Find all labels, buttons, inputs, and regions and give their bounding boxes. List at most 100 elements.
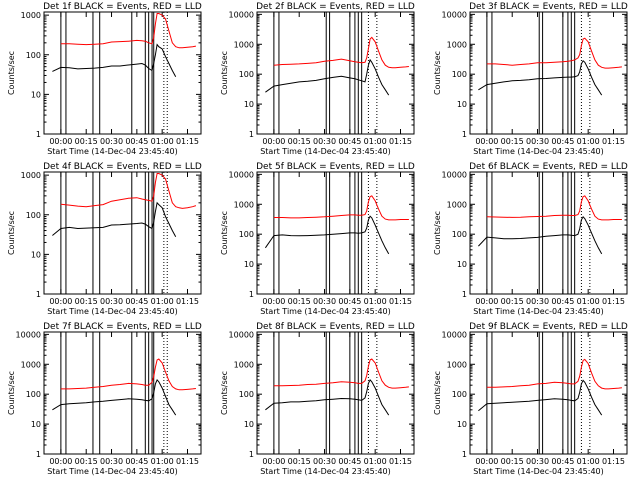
y-tick-label: 1 <box>249 130 254 139</box>
x-tick-label: 00:00 <box>49 297 72 306</box>
y-tick-label: 10 <box>31 250 41 259</box>
y-axis-label: Counts/sec <box>220 371 229 415</box>
x-tick-label: 01:00 <box>364 297 387 306</box>
chart-panel-9: Det 9f BLACK = Events, RED = LLD 1 10 100 10… <box>433 322 628 476</box>
x-tick-label: 00:30 <box>100 137 123 146</box>
y-tick-label: 1 <box>249 450 254 459</box>
lld-series-line <box>60 358 196 391</box>
chart-title: Det 8f BLACK = Events, RED = LLD <box>256 322 415 332</box>
x-tick-label: 00:00 <box>262 297 285 306</box>
x-tick-label: 01:00 <box>577 457 600 466</box>
chart-title: Det 4f BLACK = Events, RED = LLD <box>43 162 202 172</box>
lld-series-line <box>273 36 409 69</box>
x-tick-label: 00:45 <box>551 297 574 306</box>
x-axis-label: Start Time (14-Dec-04 23:45:40) <box>47 307 178 316</box>
y-tick-label: 100 <box>452 230 467 239</box>
x-tick-label: 00:00 <box>262 137 285 146</box>
x-axis-label: Start Time (14-Dec-04 23:45:40) <box>473 307 604 316</box>
x-tick-label: 01:00 <box>151 297 174 306</box>
y-axis-label: Counts/sec <box>220 51 229 95</box>
y-tick-label: 10 <box>244 100 254 109</box>
lld-series-line <box>486 358 622 390</box>
x-tick-label: 00:00 <box>475 137 498 146</box>
y-tick-label: 10 <box>457 260 467 269</box>
x-tick-label: 01:00 <box>151 457 174 466</box>
x-axis-label: Start Time (14-Dec-04 23:45:40) <box>260 307 391 316</box>
x-tick-label: 01:15 <box>602 297 625 306</box>
x-tick-label: 00:30 <box>100 297 123 306</box>
plot-frame <box>256 171 415 295</box>
y-tick-label: 1000 <box>234 40 254 49</box>
x-tick-label: 00:45 <box>338 137 361 146</box>
x-axis-label: Start Time (14-Dec-04 23:45:40) <box>260 467 391 476</box>
x-tick-label: 00:45 <box>125 457 148 466</box>
y-tick-label: 1000 <box>21 360 41 369</box>
x-tick-label: 00:00 <box>49 137 72 146</box>
events-series-line <box>265 58 390 96</box>
x-tick-label: 01:00 <box>577 137 600 146</box>
chart-title: Det 6f BLACK = Events, RED = LLD <box>469 162 628 172</box>
y-tick-label: 1 <box>36 290 41 299</box>
x-tick-label: 00:45 <box>125 297 148 306</box>
events-series-line <box>52 378 177 416</box>
x-tick-label: 00:45 <box>338 457 361 466</box>
chart-panel-4: Det 4f BLACK = Events, RED = LLD 1 10 100 10… <box>7 162 202 316</box>
chart-panel-3: Det 3f BLACK = Events, RED = LLD 1 10 100 10… <box>433 2 628 156</box>
plot-frame <box>469 171 628 295</box>
x-tick-label: 01:00 <box>151 137 174 146</box>
x-tick-label: 00:00 <box>49 457 72 466</box>
lld-series-line <box>60 13 196 49</box>
y-axis-label: Counts/sec <box>7 371 16 415</box>
y-axis-label: Counts/sec <box>433 371 442 415</box>
y-axis-label: Counts/sec <box>7 51 16 95</box>
chart-panel-8: Det 8f BLACK = Events, RED = LLD 1 10 100 10… <box>220 322 415 476</box>
y-tick-label: 10000 <box>442 170 467 179</box>
plot-frame <box>43 331 202 455</box>
y-tick-label: 10000 <box>442 10 467 19</box>
x-axis-label: Start Time (14-Dec-04 23:45:40) <box>47 147 178 156</box>
plot-frame <box>469 11 628 135</box>
y-tick-label: 10000 <box>229 170 254 179</box>
x-tick-label: 01:00 <box>577 297 600 306</box>
y-tick-label: 100 <box>452 70 467 79</box>
x-tick-label: 00:15 <box>288 457 311 466</box>
y-tick-label: 10 <box>244 260 254 269</box>
x-axis-label: Start Time (14-Dec-04 23:45:40) <box>473 467 604 476</box>
events-series-line <box>478 215 603 255</box>
y-axis-label: Counts/sec <box>433 51 442 95</box>
chart-panel-2: Det 2f BLACK = Events, RED = LLD 1 10 100 10… <box>220 2 415 156</box>
plot-frame <box>256 331 415 455</box>
y-tick-label: 100 <box>452 390 467 399</box>
y-tick-label: 100 <box>26 51 41 60</box>
events-series-line <box>52 43 177 77</box>
x-tick-label: 00:30 <box>313 297 336 306</box>
x-tick-label: 01:15 <box>176 137 199 146</box>
x-axis-label: Start Time (14-Dec-04 23:45:40) <box>473 147 604 156</box>
x-tick-label: 00:15 <box>75 457 98 466</box>
x-tick-label: 01:15 <box>389 137 412 146</box>
y-tick-label: 1000 <box>21 11 41 20</box>
x-axis-label: Start Time (14-Dec-04 23:45:40) <box>47 467 178 476</box>
x-tick-label: 00:15 <box>501 137 524 146</box>
x-tick-label: 00:15 <box>501 457 524 466</box>
plot-frame <box>469 331 628 455</box>
y-axis-label: Counts/sec <box>220 211 229 255</box>
lld-series-line <box>486 195 622 221</box>
chart-panel-7: Det 7f BLACK = Events, RED = LLD 1 10 100 10… <box>7 322 202 476</box>
plot-frame <box>43 11 202 135</box>
y-tick-label: 100 <box>239 70 254 79</box>
x-tick-label: 00:15 <box>75 137 98 146</box>
x-tick-label: 01:15 <box>602 457 625 466</box>
lld-series-line <box>486 37 622 69</box>
y-tick-label: 1000 <box>447 200 467 209</box>
events-series-line <box>264 215 390 255</box>
x-tick-label: 00:30 <box>100 457 123 466</box>
y-tick-label: 1 <box>462 290 467 299</box>
y-tick-label: 1 <box>36 130 41 139</box>
x-tick-label: 00:00 <box>475 457 498 466</box>
x-tick-label: 00:30 <box>526 137 549 146</box>
chart-panel-1: Det 1f BLACK = Events, RED = LLD 1 10 100 10… <box>7 2 202 156</box>
chart-title: Det 3f BLACK = Events, RED = LLD <box>469 2 628 12</box>
x-tick-label: 01:15 <box>389 457 412 466</box>
